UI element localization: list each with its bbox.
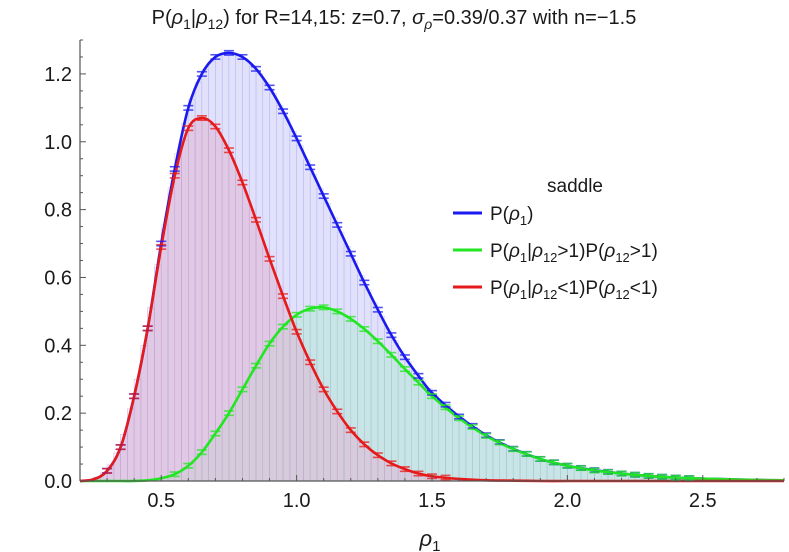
curve-p-rho1-given-gt1: [80, 305, 785, 483]
axes: 0.5 1.0 1.5 2.0 2.5 0.0 0.2 0.4 0.6 0.8 1.0 1.2: [44, 39, 785, 512]
y-tick-label: 0.2: [44, 403, 72, 425]
x-tick-label: 2.0: [553, 490, 581, 512]
x-tick-label: 1.5: [418, 490, 446, 512]
x-tick-label: 2.5: [689, 490, 717, 512]
y-tick-label: 1.0: [44, 132, 72, 154]
x-axis-label: ρ1: [419, 526, 441, 552]
x-tick-label: 1.0: [283, 490, 311, 512]
legend-item-p-rho1-given-gt1: P(ρ1|ρ12>1)P(ρ12>1): [453, 241, 658, 265]
svg-text:P(ρ1|ρ12>1)P(ρ12>1): P(ρ1|ρ12>1)P(ρ12>1): [490, 241, 658, 265]
svg-text:ρ1: ρ1: [419, 526, 441, 552]
legend-item-p-rho1-given-lt1: P(ρ1|ρ12<1)P(ρ12<1): [453, 278, 658, 302]
legend-item-p-rho1: P(ρ1): [453, 204, 533, 228]
svg-text:P(ρ1): P(ρ1): [490, 204, 533, 228]
y-tick-label: 1.2: [44, 64, 72, 86]
x-tick-label: 0.5: [147, 490, 175, 512]
x-ticks: 0.5 1.0 1.5 2.0 2.5: [106, 475, 785, 512]
chart-title: P(ρ1|ρ12) for R=14,15: z=0.7, σρ=0.39/0.…: [152, 7, 637, 32]
y-tick-label: 0.6: [44, 267, 72, 289]
svg-text:P(ρ1|ρ12) for R=14,15: z=0.7,: P(ρ1|ρ12) for R=14,15: z=0.7, σρ=0.39/0.…: [152, 7, 637, 32]
legend: saddle P(ρ1) P(ρ1|ρ12>1)P(ρ12>1) P(ρ1|ρ1…: [453, 176, 658, 302]
y-tick-label: 0.8: [44, 200, 72, 222]
legend-title: saddle: [547, 176, 603, 197]
y-ticks: 0.0 0.2 0.4 0.6 0.8 1.0 1.2: [44, 39, 86, 493]
error-bar-markers: [102, 49, 695, 482]
svg-text:P(ρ1|ρ12<1)P(ρ12<1): P(ρ1|ρ12<1)P(ρ12<1): [490, 278, 658, 302]
y-tick-label: 0.0: [44, 471, 72, 493]
y-tick-label: 0.4: [44, 335, 72, 357]
